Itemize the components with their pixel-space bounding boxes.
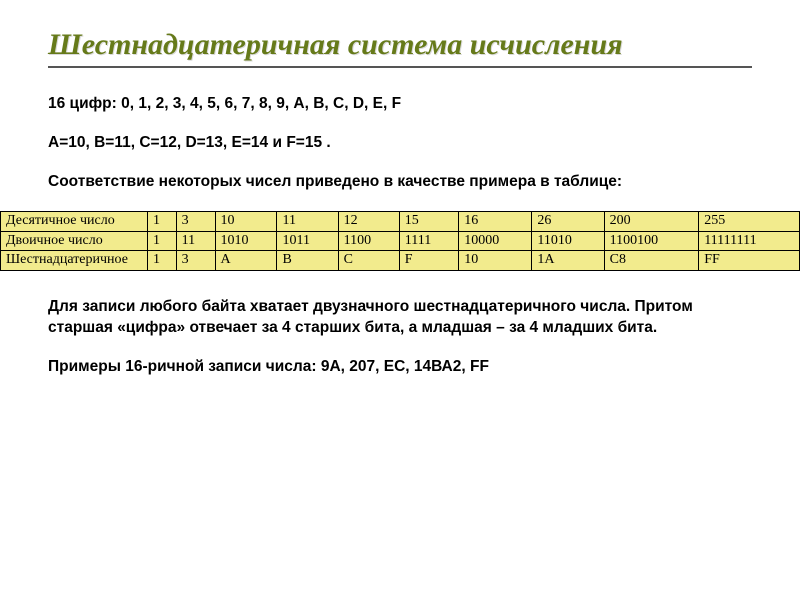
table-cell: 200 xyxy=(604,211,699,231)
conversion-table: Десятичное число13101112151626200255Двои… xyxy=(0,211,800,271)
table-cell: 1010 xyxy=(215,231,277,251)
table-cell: 10000 xyxy=(459,231,532,251)
table-row-header: Шестнадцатеричное xyxy=(1,251,148,271)
table-cell: A xyxy=(215,251,277,271)
table-cell: FF xyxy=(699,251,800,271)
table-row: Шестнадцатеричное13ABCF101AC8FF xyxy=(1,251,800,271)
table-row-header: Десятичное число xyxy=(1,211,148,231)
table-row-header: Двоичное число xyxy=(1,231,148,251)
table-intro: Соответствие некоторых чисел приведено в… xyxy=(48,172,752,193)
table-cell: 11 xyxy=(277,211,338,231)
title-underline xyxy=(48,66,752,68)
table-cell: B xyxy=(277,251,338,271)
table-cell: 15 xyxy=(399,211,459,231)
table-cell: 1100 xyxy=(338,231,399,251)
table-cell: C8 xyxy=(604,251,699,271)
table-cell: 3 xyxy=(176,251,215,271)
table-cell: 26 xyxy=(532,211,604,231)
digits-list: 16 цифр: 0, 1, 2, 3, 4, 5, 6, 7, 8, 9, A… xyxy=(48,94,752,115)
conversion-table-wrap: Десятичное число13101112151626200255Двои… xyxy=(0,211,800,271)
table-cell: 1A xyxy=(532,251,604,271)
slide: Шестнадцатеричная система исчисления 16 … xyxy=(0,0,800,378)
table-cell: 10 xyxy=(459,251,532,271)
table-cell: 11111111 xyxy=(699,231,800,251)
examples-line: Примеры 16-ричной записи числа: 9А, 207,… xyxy=(48,357,752,378)
table-cell: 12 xyxy=(338,211,399,231)
table-cell: 16 xyxy=(459,211,532,231)
table-cell: 1 xyxy=(148,231,177,251)
letter-mapping: A=10, B=11, C=12, D=13, E=14 и F=15 . xyxy=(48,133,752,154)
table-cell: F xyxy=(399,251,459,271)
table-row: Десятичное число13101112151626200255 xyxy=(1,211,800,231)
table-cell: 1100100 xyxy=(604,231,699,251)
page-title: Шестнадцатеричная система исчисления xyxy=(48,28,752,62)
table-cell: 1011 xyxy=(277,231,338,251)
table-cell: 1 xyxy=(148,211,177,231)
byte-note: Для записи любого байта хватает двузначн… xyxy=(48,297,752,339)
table-cell: 1111 xyxy=(399,231,459,251)
table-cell: 1 xyxy=(148,251,177,271)
table-cell: 255 xyxy=(699,211,800,231)
table-row: Двоичное число11110101011110011111000011… xyxy=(1,231,800,251)
table-cell: 3 xyxy=(176,211,215,231)
table-cell: 11 xyxy=(176,231,215,251)
table-cell: 10 xyxy=(215,211,277,231)
table-cell: 11010 xyxy=(532,231,604,251)
table-cell: C xyxy=(338,251,399,271)
